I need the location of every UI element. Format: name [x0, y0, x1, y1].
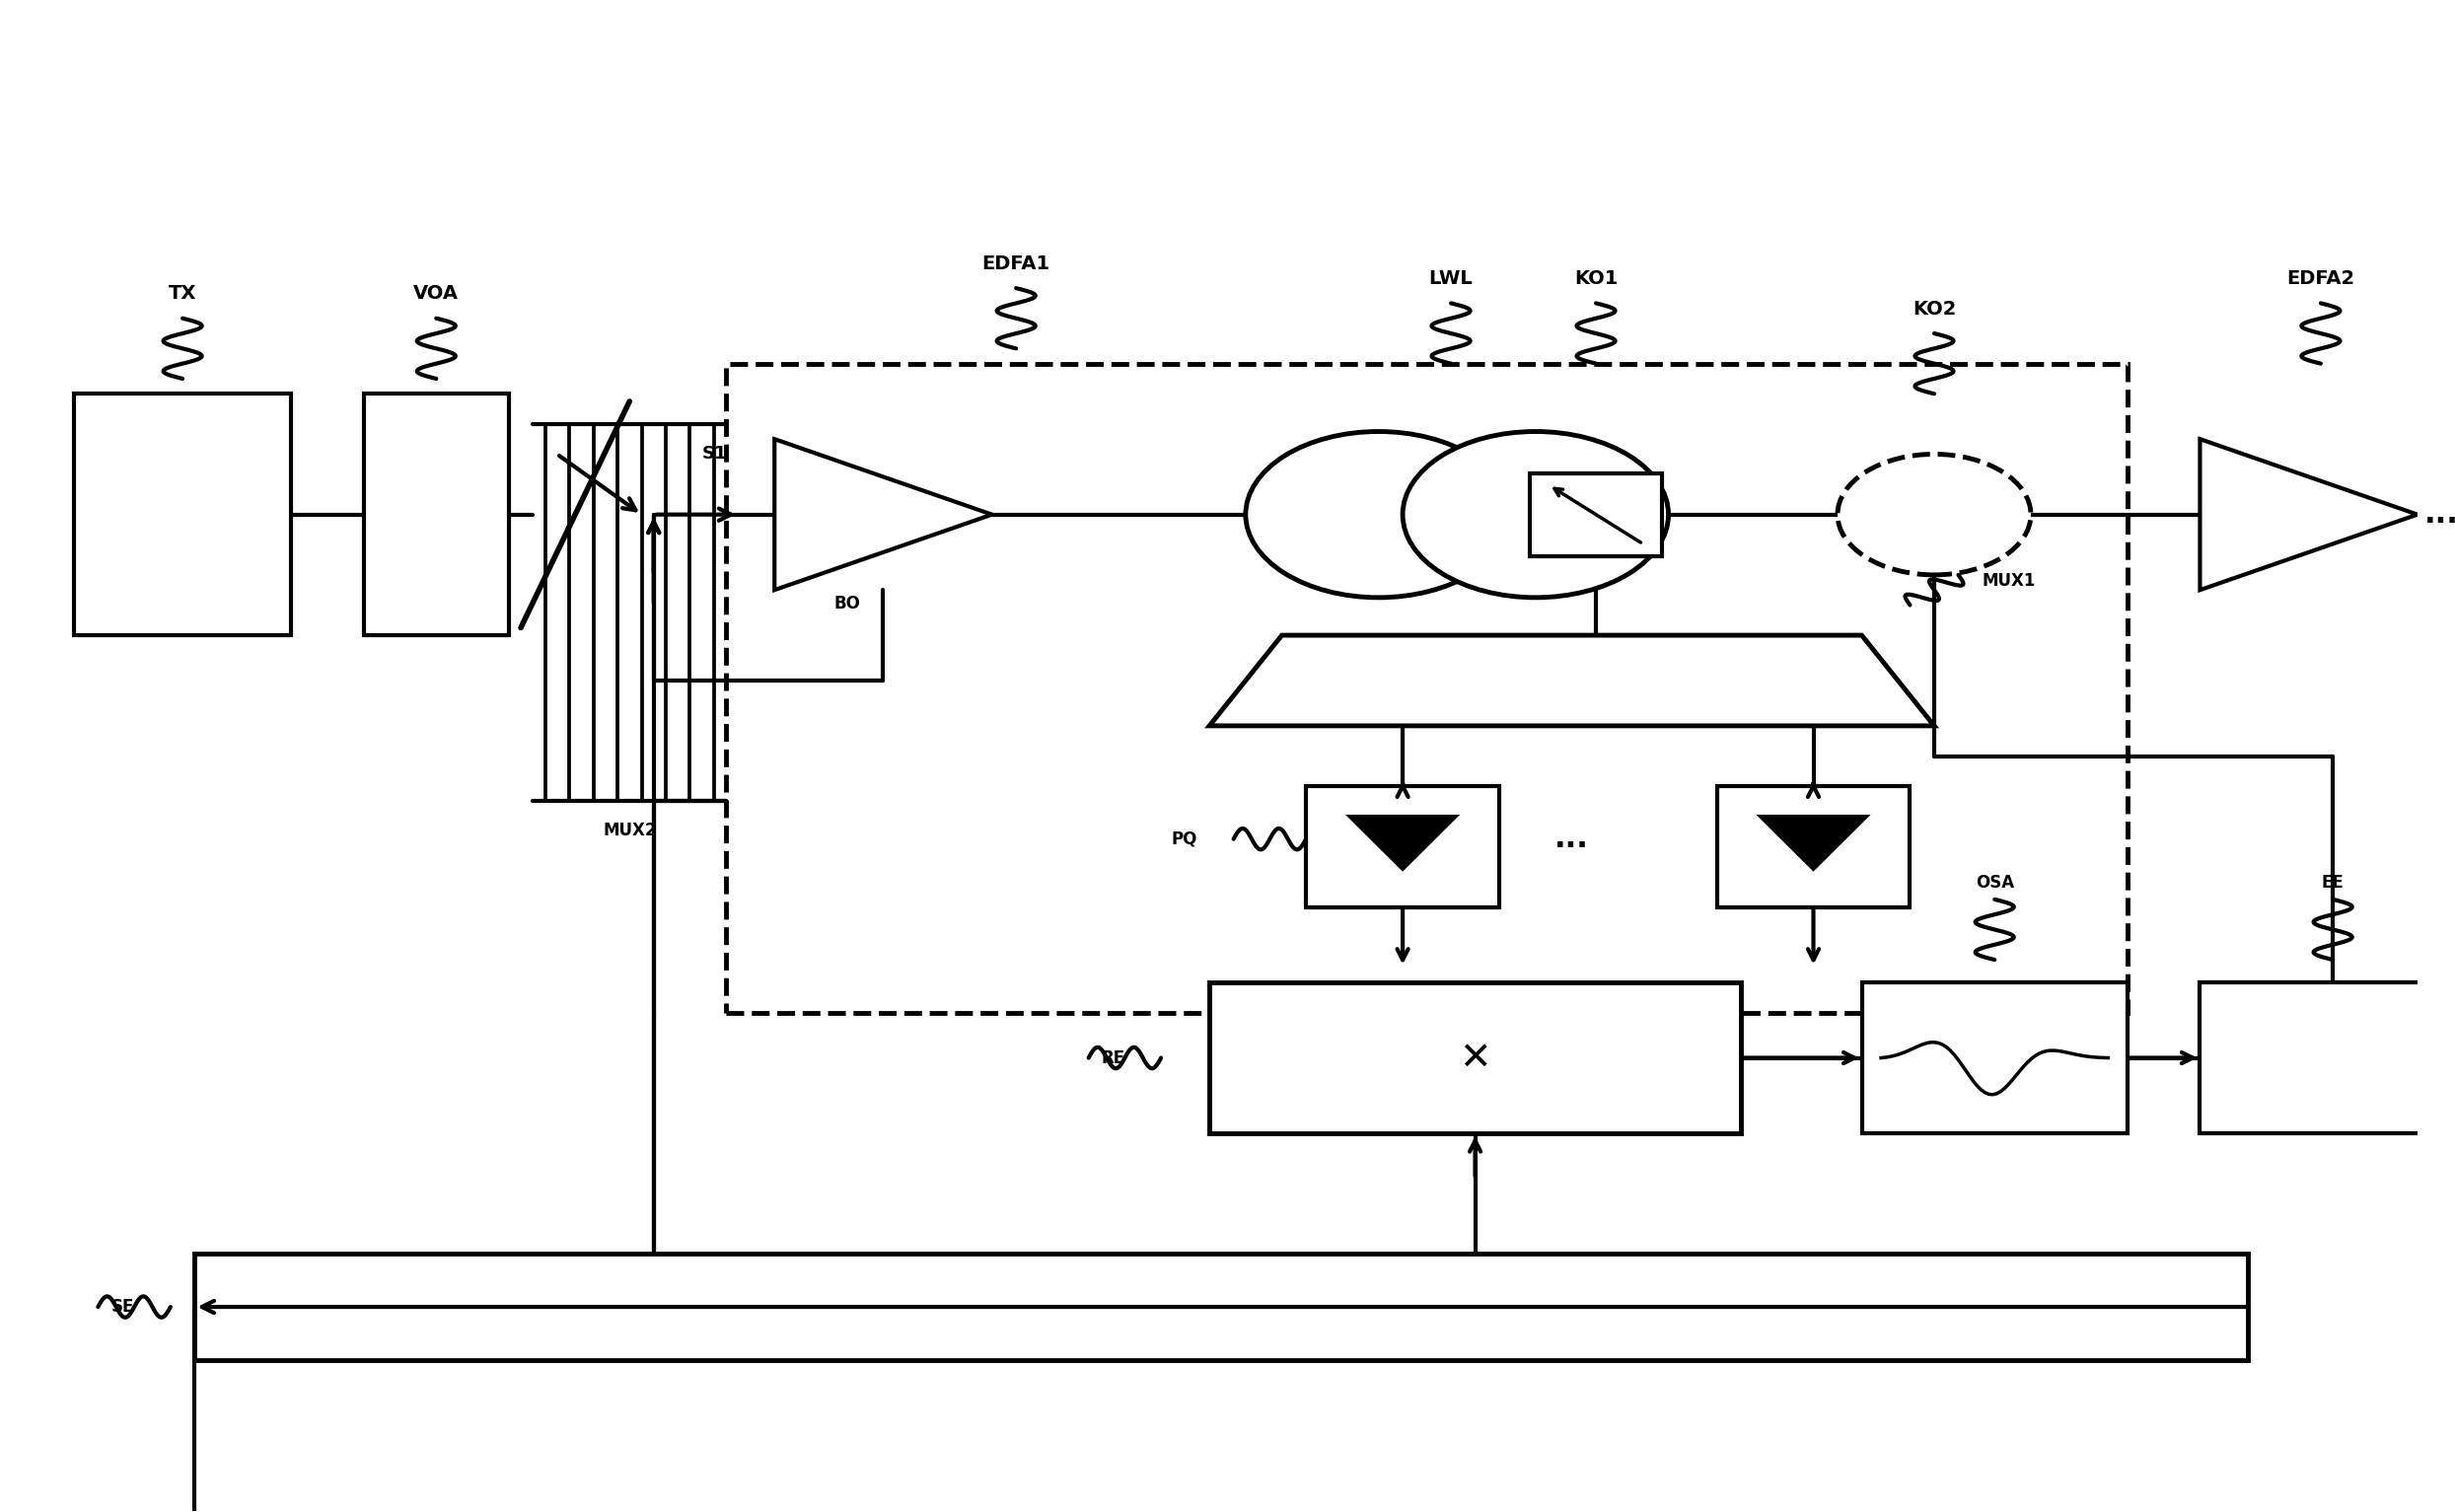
Polygon shape	[2200, 438, 2418, 590]
Circle shape	[1245, 431, 1512, 597]
Circle shape	[1836, 454, 2030, 575]
Text: EDFA2: EDFA2	[2286, 269, 2354, 289]
Text: KO2: KO2	[1912, 299, 1957, 319]
Text: MUX2: MUX2	[601, 821, 655, 839]
Text: RE: RE	[1100, 1049, 1124, 1067]
Bar	[1529, 473, 1662, 556]
Text: MUX1: MUX1	[1984, 572, 2035, 590]
Text: SE: SE	[110, 1297, 135, 1315]
Polygon shape	[1350, 816, 1456, 869]
Bar	[1716, 786, 1910, 907]
Text: ...: ...	[2426, 500, 2455, 529]
Polygon shape	[1760, 816, 1866, 869]
Text: PQ: PQ	[1171, 830, 1198, 848]
Bar	[194, 1253, 2249, 1359]
Text: EE: EE	[2322, 874, 2345, 892]
Bar	[363, 393, 508, 635]
Polygon shape	[773, 438, 992, 590]
Text: ...: ...	[1554, 824, 1588, 853]
Text: TX: TX	[169, 284, 196, 304]
Text: OSA: OSA	[1976, 874, 2013, 892]
Text: EDFA1: EDFA1	[982, 254, 1051, 274]
Circle shape	[1402, 431, 1669, 597]
Text: VOA: VOA	[412, 284, 459, 304]
Bar	[1861, 983, 2128, 1134]
Text: BO: BO	[835, 594, 859, 612]
Text: LWL: LWL	[1429, 269, 1473, 289]
Bar	[1210, 983, 1741, 1134]
Bar	[2200, 983, 2455, 1134]
Text: S1: S1	[702, 445, 727, 463]
Bar	[74, 393, 292, 635]
Polygon shape	[1210, 635, 1935, 726]
Bar	[727, 363, 2128, 1013]
Text: KO1: KO1	[1574, 269, 1618, 289]
Text: ✕: ✕	[1458, 1039, 1490, 1077]
Bar	[1306, 786, 1500, 907]
